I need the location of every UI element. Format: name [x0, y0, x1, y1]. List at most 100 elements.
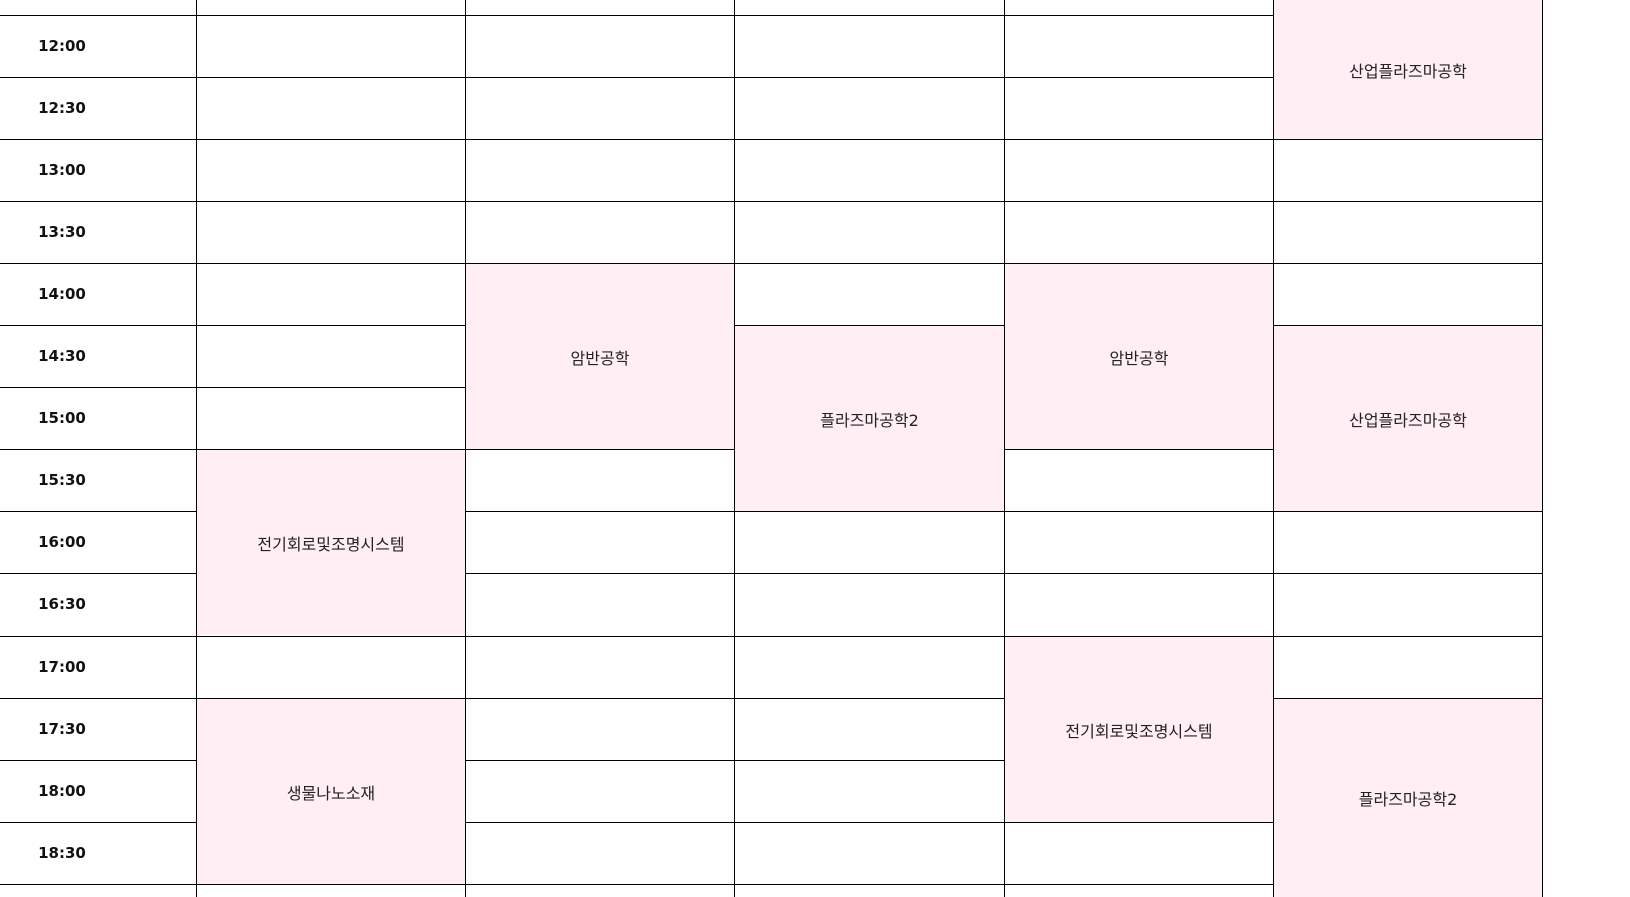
course-block[interactable]: 플라즈마공학2	[1274, 699, 1542, 897]
cell-divider	[1004, 201, 1273, 202]
cell-divider	[465, 201, 734, 202]
cell-divider	[196, 15, 465, 16]
course-block[interactable]: 암반공학	[1005, 264, 1273, 449]
time-label: 16:00	[38, 533, 86, 551]
course-block[interactable]: 산업플라즈마공학	[1274, 0, 1542, 139]
cell-divider	[1004, 636, 1273, 637]
cell-divider	[196, 201, 465, 202]
cell-divider	[1004, 511, 1273, 512]
cell-divider	[196, 263, 465, 264]
time-label: 17:30	[38, 720, 86, 738]
course-block[interactable]: 암반공학	[466, 264, 734, 449]
cell-divider	[1273, 698, 1542, 699]
cell-divider	[1004, 139, 1273, 140]
cell-divider	[465, 511, 734, 512]
row-divider	[0, 201, 196, 202]
cell-divider	[734, 263, 1004, 264]
time-label: 15:30	[38, 471, 86, 489]
cell-divider	[734, 511, 1004, 512]
time-label: 15:00	[38, 409, 86, 427]
row-divider	[0, 15, 196, 16]
cell-divider	[196, 636, 465, 637]
cell-divider	[196, 449, 465, 450]
row-divider	[0, 760, 196, 761]
row-divider	[0, 636, 196, 637]
cell-divider	[734, 325, 1004, 326]
cell-divider	[465, 573, 734, 574]
cell-divider	[1004, 822, 1273, 823]
cell-divider	[1273, 573, 1542, 574]
cell-divider	[1273, 201, 1542, 202]
row-divider	[0, 325, 196, 326]
column-divider	[734, 0, 735, 897]
cell-divider	[1004, 263, 1273, 264]
course-block[interactable]: 산업플라즈마공학	[1274, 326, 1542, 511]
cell-divider	[734, 760, 1004, 761]
row-divider	[0, 573, 196, 574]
time-label: 13:00	[38, 161, 86, 179]
cell-divider	[465, 636, 734, 637]
row-divider	[0, 511, 196, 512]
column-divider	[465, 0, 466, 897]
cell-divider	[1273, 636, 1542, 637]
row-divider	[0, 698, 196, 699]
time-label: 18:00	[38, 782, 86, 800]
cell-divider	[196, 77, 465, 78]
cell-divider	[734, 139, 1004, 140]
cell-divider	[734, 573, 1004, 574]
cell-divider	[465, 884, 734, 885]
cell-divider	[465, 760, 734, 761]
cell-divider	[465, 15, 734, 16]
time-label: 14:30	[38, 347, 86, 365]
cell-divider	[1004, 15, 1273, 16]
cell-divider	[734, 822, 1004, 823]
row-divider	[0, 263, 196, 264]
cell-divider	[196, 698, 465, 699]
time-label: 17:00	[38, 658, 86, 676]
time-label: 12:30	[38, 99, 86, 117]
cell-divider	[1004, 884, 1273, 885]
cell-divider	[465, 449, 734, 450]
row-divider	[0, 449, 196, 450]
cell-divider	[465, 77, 734, 78]
cell-divider	[1273, 511, 1542, 512]
cell-divider	[465, 822, 734, 823]
cell-divider	[196, 387, 465, 388]
course-block[interactable]: 생물나노소재	[197, 699, 465, 884]
cell-divider	[734, 884, 1004, 885]
cell-divider	[465, 139, 734, 140]
time-label: 18:30	[38, 844, 86, 862]
cell-divider	[734, 636, 1004, 637]
cell-divider	[1273, 263, 1542, 264]
cell-divider	[465, 698, 734, 699]
cell-divider	[1004, 449, 1273, 450]
row-divider	[0, 387, 196, 388]
time-label: 13:30	[38, 223, 86, 241]
cell-divider	[1004, 77, 1273, 78]
cell-divider	[1273, 139, 1542, 140]
time-label: 16:30	[38, 595, 86, 613]
column-divider	[1273, 0, 1274, 897]
row-divider	[0, 139, 196, 140]
course-block[interactable]: 전기회로및조명시스템	[197, 450, 465, 635]
cell-divider	[465, 263, 734, 264]
time-label: 12:00	[38, 37, 86, 55]
row-divider	[0, 884, 196, 885]
cell-divider	[734, 77, 1004, 78]
cell-divider	[1004, 573, 1273, 574]
course-block[interactable]: 전기회로및조명시스템	[1005, 637, 1273, 822]
course-block[interactable]: 플라즈마공학2	[735, 326, 1004, 511]
column-divider	[196, 0, 197, 897]
row-divider	[0, 822, 196, 823]
cell-divider	[1273, 325, 1542, 326]
cell-divider	[196, 325, 465, 326]
time-label: 14:00	[38, 285, 86, 303]
cell-divider	[196, 139, 465, 140]
column-divider	[1542, 0, 1543, 897]
column-divider	[1004, 0, 1005, 897]
cell-divider	[196, 884, 465, 885]
cell-divider	[734, 201, 1004, 202]
cell-divider	[734, 698, 1004, 699]
cell-divider	[734, 15, 1004, 16]
